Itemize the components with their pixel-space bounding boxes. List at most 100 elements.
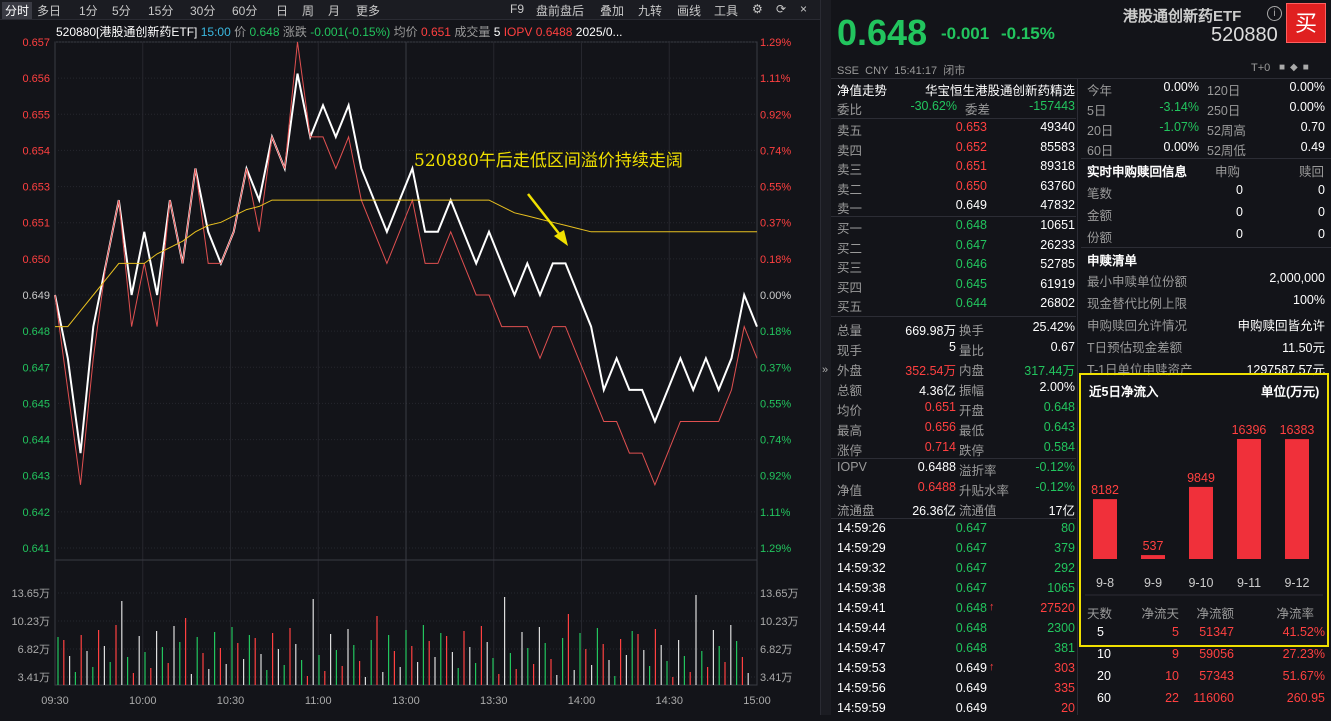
collapse-strip[interactable]: »	[820, 0, 831, 715]
fund-title: 港股通创新药ETF	[1123, 8, 1242, 25]
bid-volume: 26802	[1040, 296, 1075, 310]
bid-price: 0.648	[955, 218, 987, 232]
ask-volume: 49340	[1040, 120, 1075, 134]
stat-value: 352.54万	[905, 364, 956, 378]
info-icon[interactable]: i	[1267, 6, 1282, 21]
toolbar-tab-9[interactable]: 月	[328, 4, 341, 18]
row: 卖四 0.652 85583	[837, 140, 1077, 160]
inflow-table-row: 5 5 51347 41.52%	[1087, 625, 1327, 645]
inflow-value-label: 8182	[1091, 483, 1119, 497]
row: 外盘 352.54万 内盘 317.44万	[837, 360, 1077, 380]
pct-tick-label: 0.00%	[760, 290, 791, 302]
pct-tick-label: 0.55%	[760, 182, 791, 194]
divider	[831, 118, 1076, 119]
subinfo-label: 份额	[1087, 231, 1113, 245]
stat-label: 最低	[959, 424, 985, 438]
row: 涨停 0.714 跌停 0.584	[837, 440, 1077, 460]
pct-tick-label: 1.11%	[760, 507, 791, 519]
row: 笔数 0 0	[1087, 183, 1327, 203]
perf-value: -1.07%	[1159, 120, 1199, 134]
inflow-date-label: 9-9	[1144, 576, 1162, 590]
toolbar-tool-5[interactable]: 工具	[714, 4, 739, 18]
toolbar-tool-1[interactable]: 盘前盘后	[536, 4, 585, 18]
stat-label: 振幅	[959, 384, 985, 398]
divider	[831, 78, 1331, 79]
tick-volume: 80	[1061, 521, 1075, 535]
ask-label: 卖五	[837, 124, 863, 138]
time-tick-label: 15:00	[743, 695, 771, 707]
row: 14:59:38 0.647 1065	[837, 581, 1077, 601]
panel-tool-icons[interactable]: ■◆■	[1279, 62, 1314, 73]
etf-stat-label: 溢折率	[959, 464, 997, 478]
intraday-chart[interactable]: 0.657 1.29% 0.656 1.11% 0.655 0.92% 0.654 0.74%…	[0, 20, 820, 715]
toolbar-tool-4[interactable]: 画线	[677, 4, 702, 18]
toolbar-tab-7[interactable]: 日	[276, 4, 289, 18]
toolbar-tool-2[interactable]: 叠加	[600, 4, 625, 18]
inflow-netdays: 9	[1172, 647, 1179, 661]
fund-name: 华宝恒生港股通创新药精选	[924, 84, 1075, 98]
stat-label: 跌停	[959, 444, 985, 458]
toolbar-tool-3[interactable]: 九转	[638, 4, 663, 18]
row: 14:59:53 0.649 ↑ 303	[837, 661, 1077, 681]
subinfo-value: 0	[1318, 183, 1325, 197]
toolbar-tab-3[interactable]: 5分	[112, 4, 131, 18]
toolbar-tab-8[interactable]: 周	[302, 4, 315, 18]
toolbar-tool-0[interactable]: F9	[510, 2, 525, 16]
toolbar-tab-5[interactable]: 30分	[190, 4, 216, 18]
stat-value: 0.643	[1043, 420, 1075, 434]
stat-value: 0.584	[1043, 440, 1075, 454]
price-tick-label: 0.644	[22, 435, 50, 447]
toolbar-tab-2[interactable]: 1分	[79, 4, 98, 18]
gear-icon[interactable]: ⚙	[752, 2, 763, 16]
ask-price: 0.651	[955, 159, 987, 173]
row: 流通盘 26.36亿 流通值 17亿	[837, 500, 1077, 520]
tick-time: 14:59:38	[837, 581, 886, 595]
toolbar-tab-4[interactable]: 15分	[148, 4, 174, 18]
info-price-label: 价	[234, 25, 247, 39]
redeem-value: 11.50元	[1282, 341, 1325, 355]
stat-value: 0.648	[1043, 400, 1075, 414]
toolbar-tab-10[interactable]: 更多	[356, 4, 381, 18]
row: 金额 0 0	[1087, 205, 1327, 225]
bid-volume: 10651	[1040, 218, 1075, 232]
reload-icon[interactable]: ⟳	[776, 2, 787, 16]
perf-label: 今年	[1087, 84, 1113, 98]
tick-time: 14:59:32	[837, 561, 886, 575]
toolbar-tab-6[interactable]: 60分	[232, 4, 258, 18]
price-tick-label: 0.642	[22, 507, 50, 519]
row: 卖三 0.651 89318	[837, 159, 1077, 179]
divider	[1081, 158, 1331, 159]
pct-tick-label: 0.92%	[760, 471, 791, 483]
etf-stat-label: IOPV	[837, 460, 867, 474]
nav-trend-tab[interactable]: 净值走势	[837, 84, 888, 98]
row: 14:59:56 0.649 335	[837, 681, 1077, 701]
buy-button[interactable]: 买	[1286, 3, 1326, 43]
perf-label: 120日	[1207, 84, 1241, 98]
row: 14:59:26 0.647 80	[837, 521, 1077, 541]
toolbar-tab-0[interactable]: 分时	[2, 2, 33, 19]
stat-value: 317.44万	[1024, 364, 1075, 378]
price-tick-label: 0.643	[22, 471, 50, 483]
redeem-value: 2,000,000	[1269, 271, 1325, 285]
row: 买四 0.645 61919	[837, 277, 1077, 297]
chart-toolbar: 分时 多日 1分 5分 15分 30分 60分 日周月 更多 F9 盘前盘后 叠加 九转 画线 工具 ⚙ ⟳ ×	[0, 0, 820, 20]
price-tick-label: 0.653	[22, 182, 50, 194]
row: 买二 0.647 26233	[837, 238, 1077, 258]
stat-label: 内盘	[959, 364, 985, 378]
info-date: 2025/0...	[575, 25, 623, 39]
inflow-amount: 51347	[1199, 625, 1234, 639]
toolbar-tab-1[interactable]: 多日	[37, 4, 62, 18]
stat-value: 0.651	[924, 400, 956, 414]
etf-stat-value: 0.6488	[917, 480, 956, 494]
collapse-icon[interactable]: »	[822, 364, 829, 376]
info-avg-label: 均价	[393, 25, 418, 39]
inflow-days: 10	[1097, 647, 1111, 661]
row: 5日 -3.14% 250日 0.00%	[1087, 100, 1327, 120]
etf-stat-value: 17亿	[1048, 504, 1075, 518]
redeem-label: 现金替代比例上限	[1087, 297, 1188, 311]
etf-stat-value: -0.12%	[1035, 480, 1075, 494]
close-icon[interactable]: ×	[800, 2, 808, 16]
row: 最小申赎单位份额 2,000,000	[1087, 271, 1327, 291]
vol-tick-label: 6.82万	[760, 644, 792, 656]
tick-time: 14:59:56	[837, 681, 886, 695]
